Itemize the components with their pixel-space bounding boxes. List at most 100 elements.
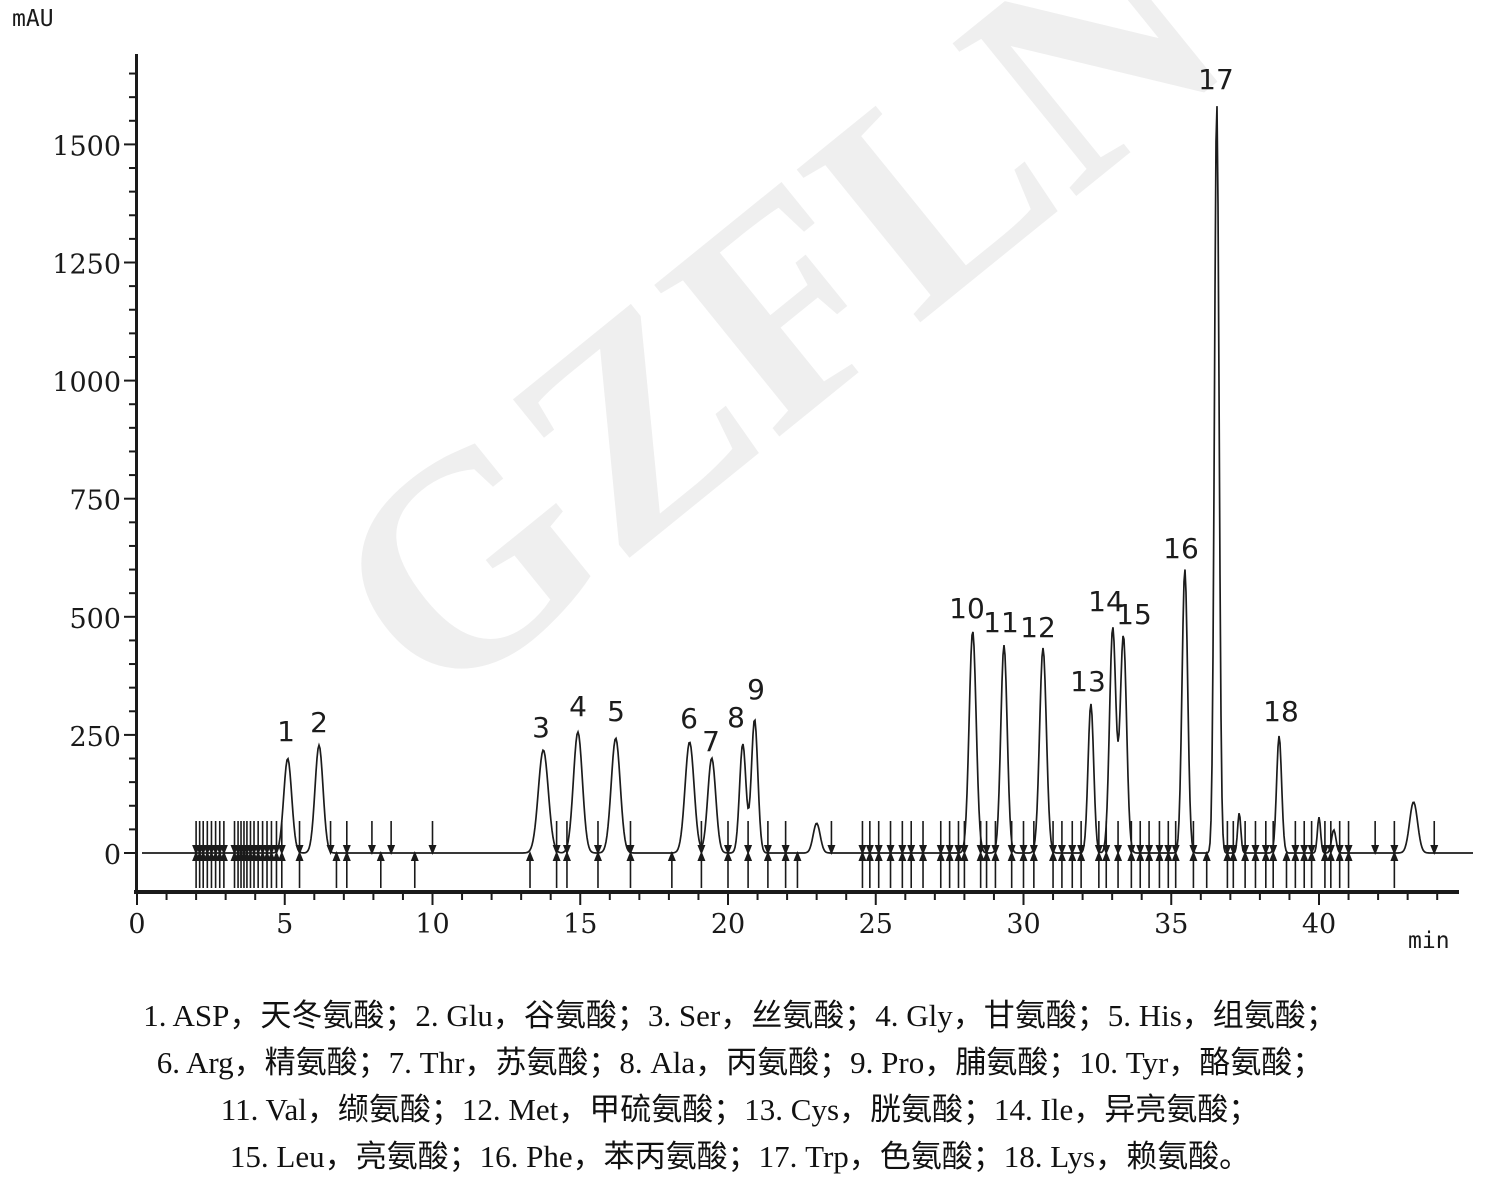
peak-label-6: 6 <box>680 702 698 735</box>
integration-arrowhead-up <box>272 851 281 861</box>
integration-arrowhead-down <box>562 845 571 855</box>
peak-label-9: 9 <box>747 673 765 706</box>
peak-label-1: 1 <box>277 715 295 748</box>
integration-arrowhead-up <box>1291 851 1300 861</box>
x-axis-unit-label: min <box>1408 928 1450 954</box>
integration-arrowhead-up <box>1335 851 1344 861</box>
integration-arrowhead-down <box>858 845 867 855</box>
integration-arrowhead-up <box>267 851 276 861</box>
integration-arrowhead-up <box>954 851 963 861</box>
integration-arrowhead-down <box>593 845 602 855</box>
legend-line-2: 6. Arg，精氨酸；7. Thr，苏氨酸；8. Ala，丙氨酸；9. Pro，… <box>156 1045 1324 1080</box>
integration-arrowhead-up <box>1068 851 1077 861</box>
integration-arrowhead-up <box>667 851 676 861</box>
peak-label-8: 8 <box>727 701 745 734</box>
integration-arrowhead-down <box>1300 845 1309 855</box>
integration-arrowhead-up <box>277 851 286 861</box>
integration-arrowhead-up <box>936 851 945 861</box>
y-tick-label: 1000 <box>52 368 121 399</box>
integration-arrowhead-up <box>781 851 790 861</box>
integration-arrowhead-down <box>272 845 281 855</box>
integration-arrowhead-up <box>960 851 969 861</box>
integration-arrowhead-up <box>552 851 561 861</box>
integration-arrowhead-down <box>1320 845 1329 855</box>
integration-arrowhead-up <box>1251 851 1260 861</box>
integration-arrowhead-up <box>1390 851 1399 861</box>
integration-arrowhead-up <box>1261 851 1270 861</box>
integration-arrowhead-up <box>1171 851 1180 861</box>
integration-arrowhead-down <box>991 845 1000 855</box>
integration-arrowhead-down <box>1029 845 1038 855</box>
integration-arrowhead-down <box>1371 845 1380 855</box>
integration-arrowhead-down <box>954 845 963 855</box>
integration-arrowhead-up <box>744 851 753 861</box>
peak-label-14: 14 <box>1088 585 1124 618</box>
x-tick-label: 5 <box>276 909 293 940</box>
integration-arrowhead-down <box>1326 845 1335 855</box>
integration-arrowhead-down <box>763 845 772 855</box>
peak-label-12: 12 <box>1020 611 1056 644</box>
peak-label-16: 16 <box>1163 532 1199 565</box>
integration-arrowhead-up <box>865 851 874 861</box>
integration-arrowhead-up <box>342 851 351 861</box>
integration-arrowhead-up <box>1155 851 1164 861</box>
integration-arrowhead-down <box>945 845 954 855</box>
integration-arrowhead-up <box>332 851 341 861</box>
integration-arrowhead-up <box>991 851 1000 861</box>
integration-arrowhead-down <box>1127 845 1136 855</box>
peak-label-2: 2 <box>310 706 328 739</box>
integration-arrowhead-down <box>960 845 969 855</box>
integration-arrowhead-down <box>552 845 561 855</box>
signal-trace <box>142 106 1473 854</box>
integration-arrowhead-up <box>410 851 419 861</box>
integration-arrowhead-down <box>1102 845 1111 855</box>
integration-arrowhead-up <box>1077 851 1086 861</box>
integration-arrowhead-down <box>886 845 895 855</box>
integration-arrowhead-up <box>1164 851 1173 861</box>
integration-arrowhead-up <box>793 851 802 861</box>
y-tick-label: 750 <box>69 486 121 517</box>
integration-arrowhead-up <box>1114 851 1123 861</box>
integration-arrowhead-up <box>886 851 895 861</box>
integration-arrowhead-up <box>1300 851 1309 861</box>
y-tick-label: 0 <box>104 840 121 871</box>
integration-arrowhead-up <box>858 851 867 861</box>
integration-arrowhead-down <box>387 845 396 855</box>
integration-arrowhead-up <box>898 851 907 861</box>
integration-arrowhead-up <box>1049 851 1058 861</box>
integration-arrowhead-up <box>1057 851 1066 861</box>
x-tick-label: 25 <box>859 909 893 940</box>
y-tick-label: 1250 <box>52 250 121 281</box>
integration-arrowhead-down <box>1269 845 1278 855</box>
integration-arrowhead-up <box>1241 851 1250 861</box>
integration-arrowhead-down <box>976 845 985 855</box>
integration-arrowhead-up <box>1102 851 1111 861</box>
integration-arrowhead-down <box>1307 845 1316 855</box>
x-tick-label: 20 <box>711 909 745 940</box>
integration-arrowhead-up <box>1223 851 1232 861</box>
integration-arrowhead-up <box>376 851 385 861</box>
y-tick-label: 1500 <box>52 131 121 162</box>
x-tick-label: 30 <box>1006 909 1040 940</box>
legend-line-4: 15. Leu，亮氨酸；16. Phe，苯丙氨酸；17. Trp，色氨酸；18.… <box>229 1139 1251 1174</box>
integration-arrowhead-down <box>1189 845 1198 855</box>
integration-arrowhead-down <box>898 845 907 855</box>
integration-arrowhead-up <box>1320 851 1329 861</box>
integration-arrowhead-down <box>1261 845 1270 855</box>
integration-arrowhead-up <box>1269 851 1278 861</box>
integration-arrowhead-down <box>1155 845 1164 855</box>
integration-arrowhead-up <box>724 851 732 861</box>
integration-arrowhead-up <box>1307 851 1316 861</box>
y-tick-label: 500 <box>69 604 121 635</box>
integration-arrowhead-down <box>277 845 286 855</box>
integration-arrowhead-up <box>626 851 635 861</box>
x-tick-label: 35 <box>1154 909 1188 940</box>
integration-arrowhead-down <box>1344 845 1353 855</box>
integration-arrowhead-down <box>781 845 790 855</box>
integration-arrowhead-up <box>945 851 954 861</box>
peak-label-13: 13 <box>1070 665 1106 698</box>
integration-arrowhead-up <box>1094 851 1103 861</box>
peak-label-10: 10 <box>949 592 985 625</box>
integration-arrowhead-up <box>593 851 602 861</box>
x-tick-label: 0 <box>128 909 145 940</box>
